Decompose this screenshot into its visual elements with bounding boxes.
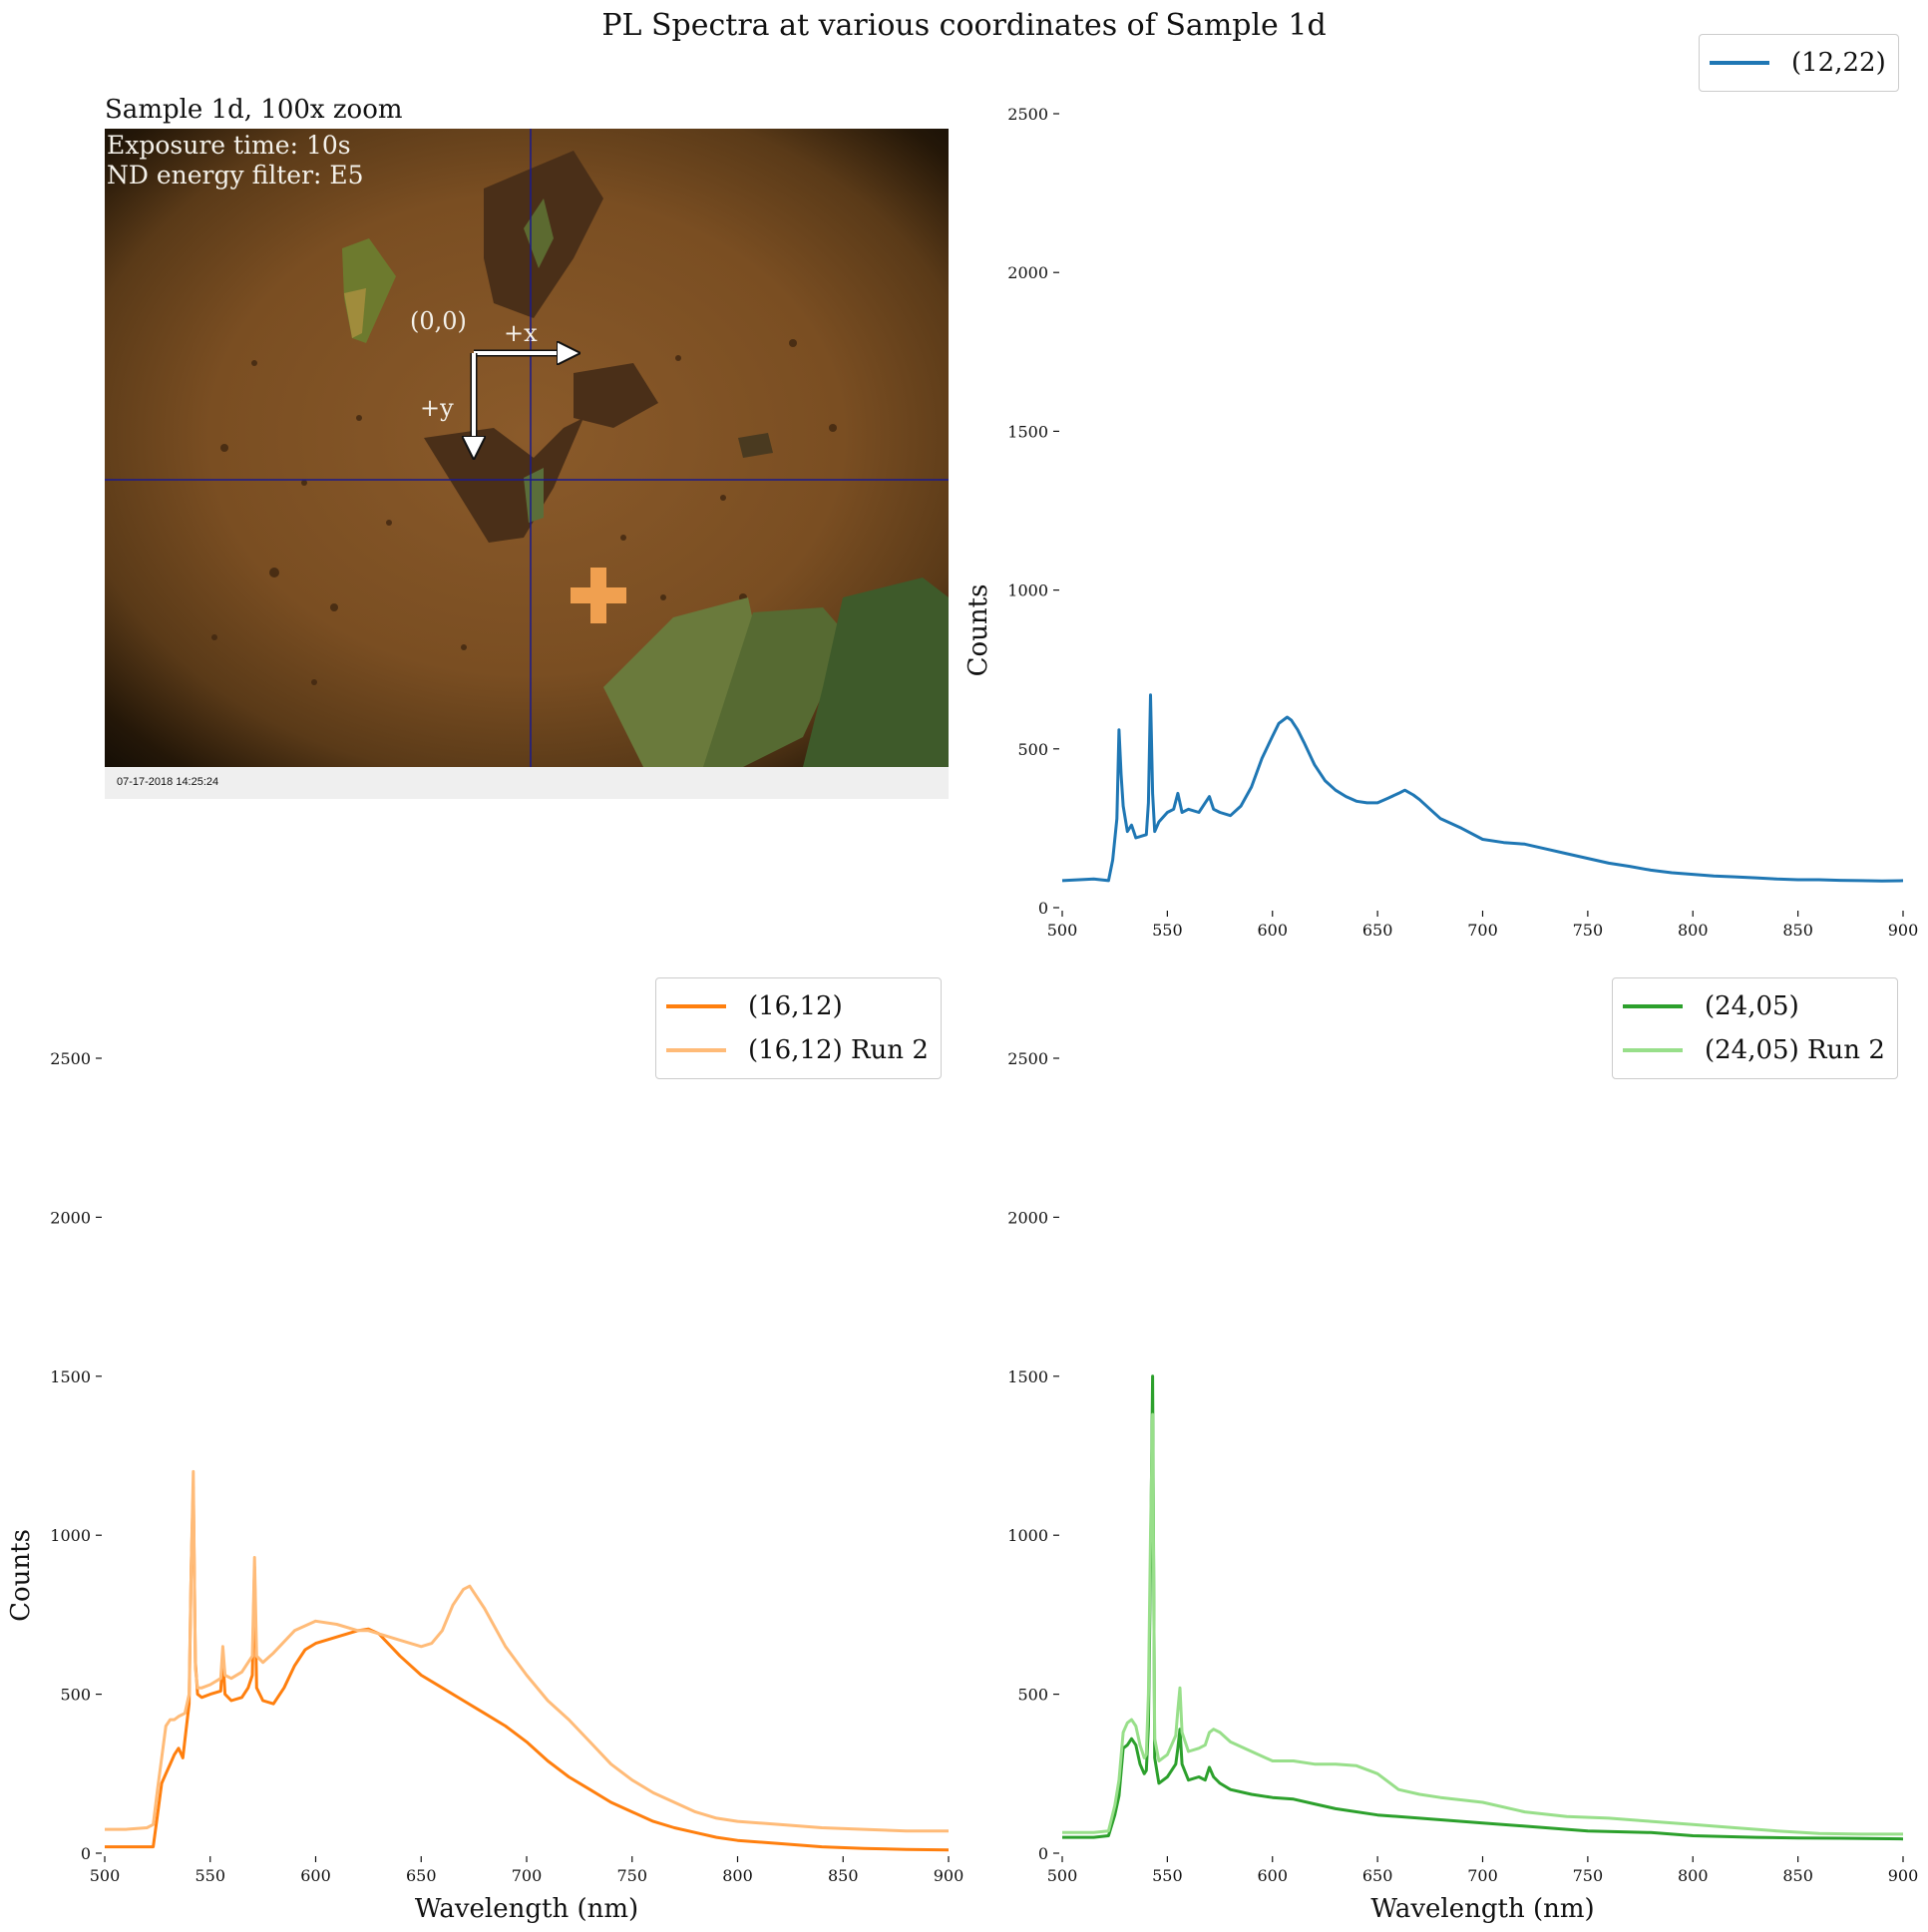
legend-entry: (16,12) Run 2: [666, 1028, 929, 1072]
legend-swatch: [1623, 1004, 1683, 1008]
bottom-left-xtick-label: 750: [616, 1866, 647, 1885]
bottom-left-xtick-label: 800: [722, 1866, 753, 1885]
bottom-left-xlabel: Wavelength (nm): [415, 1894, 638, 1924]
bottom-right-xtick-label: 650: [1362, 1866, 1393, 1885]
bottom-left-series-2-line: [105, 1469, 949, 1833]
bottom-right-series-1-line: [1062, 1374, 1904, 1841]
bottom-left-ytick-label: 0: [81, 1844, 91, 1863]
bottom-right-series-2-line: [1062, 1412, 1903, 1836]
flake-bottom-green-2: [703, 607, 849, 767]
legend-label: (16,12) Run 2: [748, 1035, 929, 1065]
bottom-right-xtick-label: 850: [1782, 1866, 1813, 1885]
top-right-xtick-label: 800: [1678, 921, 1709, 940]
legend-swatch: [1623, 1048, 1683, 1052]
top-right-ytick-label: 2500: [1007, 105, 1048, 124]
micrograph-footer: 07-17-2018 14:25:24: [105, 767, 949, 799]
bottom-right-xlabel: Wavelength (nm): [1370, 1894, 1594, 1924]
legend-bottom-right-chart: (24,05) (24,05) Run 2: [1612, 977, 1898, 1079]
exposure-label: Exposure time: 10s: [107, 131, 351, 160]
bottom-left-ytick-label: 2000: [50, 1208, 91, 1227]
bottom-right-xtick-label: 700: [1467, 1866, 1498, 1885]
bottom-left-xtick-label: 900: [934, 1866, 964, 1885]
alignment-cross-mark: [571, 568, 626, 623]
flake-right: [574, 363, 658, 428]
legend-entry: (24,05): [1623, 984, 1885, 1028]
y-direction-label: +y: [420, 394, 454, 422]
bottom-left-ytick-label: 500: [60, 1686, 91, 1705]
top-right-xtick-label: 550: [1152, 921, 1183, 940]
top-right-series-1-line: [1061, 693, 1904, 883]
bottom-right-xtick-label: 600: [1257, 1866, 1288, 1885]
top-right-ytick-label: 1500: [1007, 422, 1048, 441]
top-right-xtick-label: 850: [1782, 921, 1813, 940]
top-right-ytick-label: 0: [1038, 899, 1048, 918]
bottom-right-ytick-label: 2500: [1007, 1049, 1048, 1068]
micrograph-panel: Sample 1d, 100x zoom: [105, 95, 949, 799]
filter-label: ND energy filter: E5: [107, 161, 364, 190]
bottom-right-xtick-label: 900: [1888, 1866, 1919, 1885]
flake-left-light: [344, 288, 366, 338]
bottom-left-xtick-label: 500: [90, 1866, 121, 1885]
legend-label: (16,12): [748, 991, 843, 1021]
legend-label: (24,05) Run 2: [1705, 1035, 1885, 1065]
bottom-left-series-1-line: [105, 1485, 950, 1852]
top-right-xtick-label: 700: [1467, 921, 1498, 940]
top-right-ylabel: Counts: [964, 584, 993, 677]
bottom-left-ytick-label: 1500: [50, 1367, 91, 1386]
bottom-left-xtick-label: 600: [300, 1866, 331, 1885]
legend-swatch: [666, 1048, 726, 1052]
timestamp: 07-17-2018 14:25:24: [117, 776, 219, 788]
bottom-left-xtick-label: 700: [512, 1866, 543, 1885]
bottom-right-ytick-label: 1000: [1007, 1526, 1048, 1545]
top-right-xtick-label: 750: [1573, 921, 1604, 940]
bottom-left-xtick-label: 650: [406, 1866, 437, 1885]
legend-entry: (24,05) Run 2: [1623, 1028, 1885, 1072]
flake-bottom-green-3: [803, 578, 949, 767]
figure-title: PL Spectra at various coordinates of Sam…: [601, 8, 1327, 43]
bottom-right-ytick-label: 1500: [1007, 1367, 1048, 1386]
legend-entry: (12,22): [1710, 41, 1886, 85]
micrograph-title: Sample 1d, 100x zoom: [105, 95, 403, 125]
legend-entry: (16,12): [666, 984, 929, 1028]
top-right-xtick-label: 650: [1362, 921, 1393, 940]
legend-label: (24,05): [1705, 991, 1799, 1021]
flake-top-green: [524, 198, 554, 268]
bottom-left-xtick-label: 850: [828, 1866, 859, 1885]
bottom-left-ytick-label: 2500: [50, 1049, 91, 1068]
bottom-left-ytick-label: 1000: [50, 1526, 91, 1545]
top-right-ytick-label: 500: [1017, 740, 1048, 759]
bottom-right-xtick-label: 800: [1678, 1866, 1709, 1885]
bottom-right-xtick-label: 500: [1047, 1866, 1078, 1885]
top-right-xtick-label: 500: [1047, 921, 1078, 940]
legend-swatch: [1710, 61, 1769, 65]
origin-label: (0,0): [410, 307, 467, 335]
bottom-right-ytick-label: 0: [1038, 1844, 1048, 1863]
bottom-right-ytick-label: 2000: [1007, 1208, 1048, 1227]
bottom-right-xtick-label: 550: [1152, 1866, 1183, 1885]
x-direction-label: +x: [504, 319, 538, 347]
flake-center-green: [524, 468, 544, 523]
flake-small: [738, 433, 773, 458]
bottom-right-ytick-label: 500: [1017, 1686, 1048, 1705]
top-right-xtick-label: 600: [1257, 921, 1288, 940]
legend-bottom-left-chart: (16,12) (16,12) Run 2: [655, 977, 942, 1079]
legend-label: (12,22): [1791, 48, 1886, 78]
top-right-ytick-label: 2000: [1007, 263, 1048, 282]
legend-swatch: [666, 1004, 726, 1008]
legend-top-right-chart: (12,22): [1699, 34, 1899, 92]
top-right-ytick-label: 1000: [1007, 581, 1048, 600]
bottom-left-ylabel: Counts: [6, 1529, 36, 1622]
bottom-left-xtick-label: 550: [194, 1866, 225, 1885]
micrograph-image: [105, 129, 949, 767]
bottom-right-xtick-label: 750: [1573, 1866, 1604, 1885]
top-right-xtick-label: 900: [1888, 921, 1919, 940]
